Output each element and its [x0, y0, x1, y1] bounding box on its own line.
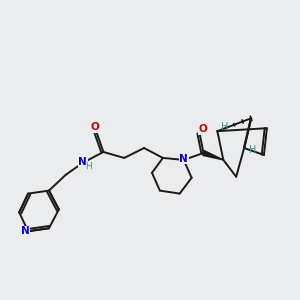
Polygon shape: [203, 151, 223, 160]
Text: H: H: [85, 162, 92, 171]
Text: N: N: [179, 154, 188, 164]
Text: O: O: [90, 122, 99, 132]
Text: H: H: [249, 145, 257, 155]
Text: O: O: [198, 124, 207, 134]
Text: N: N: [78, 157, 87, 167]
Text: H: H: [220, 122, 228, 132]
Text: N: N: [21, 226, 29, 236]
